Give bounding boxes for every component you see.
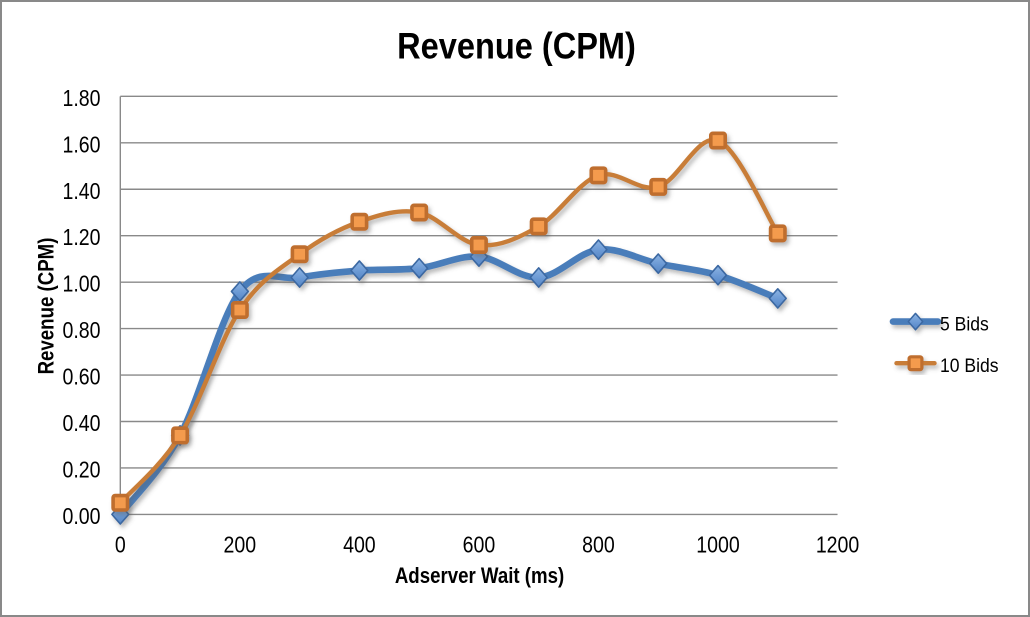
x-tick-label: 1200: [816, 532, 860, 558]
data-point-marker: [290, 245, 309, 264]
data-point-marker: [350, 260, 369, 281]
data-point-marker: [410, 203, 429, 222]
y-tick-label: 0.00: [62, 503, 100, 529]
legend-marker: [907, 312, 924, 331]
chart-title: Revenue (CPM): [397, 26, 636, 67]
data-point-marker: [708, 131, 727, 150]
y-tick-label: 0.40: [62, 411, 100, 437]
x-tick-label: 400: [343, 532, 376, 558]
x-axis-tick-labels: 0 200 400 600 800 1000 1200: [115, 532, 860, 558]
y-tick-label: 1.20: [62, 225, 100, 251]
y-tick-label: 1.60: [62, 132, 100, 158]
data-point-marker: [529, 267, 548, 288]
y-tick-label: 0.80: [62, 318, 100, 344]
legend-item-5-bids: 5 Bids: [889, 312, 989, 335]
y-tick-label: 1.00: [62, 271, 100, 297]
data-point-marker: [649, 177, 668, 196]
y-tick-label: 0.60: [62, 364, 100, 390]
legend-marker: [907, 355, 924, 372]
legend-key: [889, 312, 942, 331]
x-tick-label: 800: [582, 532, 615, 558]
data-point-marker: [589, 166, 608, 185]
x-tick-label: 0: [115, 532, 126, 558]
x-tick-label: 1000: [696, 532, 740, 558]
data-point-marker: [469, 235, 488, 254]
legend: 5 Bids 10 Bids: [889, 312, 999, 376]
data-point-marker: [111, 493, 130, 512]
data-point-marker: [768, 288, 787, 309]
series-lines: [111, 131, 787, 525]
data-point-marker: [230, 301, 249, 320]
y-tick-label: 1.40: [62, 178, 100, 204]
data-point-marker: [290, 267, 309, 288]
axes: [119, 96, 838, 516]
data-point-marker: [649, 253, 668, 274]
x-tick-label: 600: [463, 532, 496, 558]
data-point-marker: [409, 257, 429, 279]
legend-label: 5 Bids: [940, 312, 989, 334]
y-axis-tick-labels: 0.00 0.20 0.40 0.60 0.80 1.00 1.20 1.40 1.60 1.80: [62, 85, 100, 529]
data-point-marker: [350, 212, 369, 231]
series-line: [118, 137, 780, 505]
legend-key: [894, 355, 937, 372]
data-point-marker: [589, 239, 608, 261]
series-10-bids: [111, 131, 787, 512]
data-point-marker: [529, 217, 548, 236]
data-point-marker: [768, 224, 787, 243]
legend-item-10-bids: 10 Bids: [894, 354, 999, 376]
x-axis-title: Adserver Wait (ms): [395, 563, 564, 588]
data-point-marker: [171, 426, 190, 445]
y-axis-title: Revenue (CPM): [34, 238, 59, 375]
data-point-marker: [708, 264, 728, 286]
y-tick-label: 0.20: [62, 457, 100, 483]
legend-label: 10 Bids: [940, 354, 999, 376]
x-tick-label: 200: [224, 532, 257, 558]
y-tick-label: 1.80: [62, 85, 100, 111]
